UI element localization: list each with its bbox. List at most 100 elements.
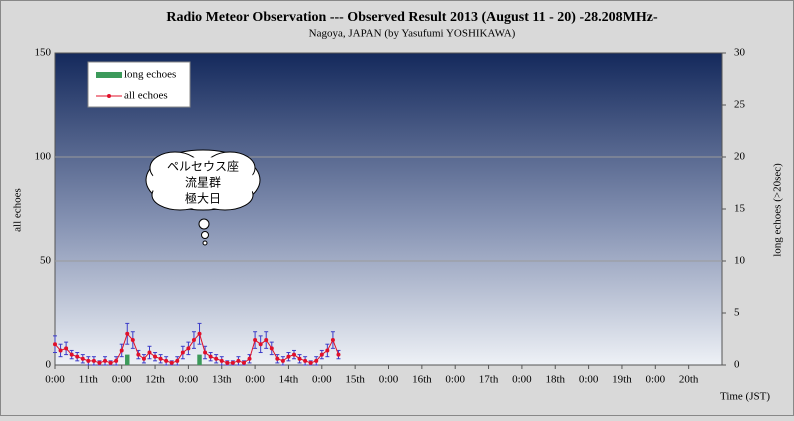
point xyxy=(241,360,246,365)
y-tick-label: 100 xyxy=(35,151,52,163)
point xyxy=(330,338,335,343)
x-axis-label: Time (JST) xyxy=(720,391,770,403)
annotation-text: 流星群 xyxy=(185,176,221,190)
x-tick-label: 19th xyxy=(612,374,632,386)
legend-label: all echoes xyxy=(124,90,168,102)
line xyxy=(54,332,339,364)
point xyxy=(58,348,63,353)
x-tick-label: 14th xyxy=(279,374,299,386)
point xyxy=(147,350,152,355)
y-tick-label: 50 xyxy=(40,255,52,267)
y-tick-label: 150 xyxy=(35,47,52,59)
x-tick-label: 0:00 xyxy=(312,374,332,386)
legend-box xyxy=(87,61,191,108)
point xyxy=(103,358,108,363)
point xyxy=(219,358,224,363)
point xyxy=(325,348,330,353)
point xyxy=(314,358,319,363)
point xyxy=(80,356,85,361)
point xyxy=(180,350,185,355)
point xyxy=(169,360,174,365)
point xyxy=(130,338,135,343)
point xyxy=(258,342,263,347)
point xyxy=(203,350,208,355)
x-tick-label: 0:00 xyxy=(445,374,465,386)
y2-tick-label: 5 xyxy=(734,307,740,319)
x-tick-label: 16th xyxy=(412,374,432,386)
x-tick-label: 15th xyxy=(345,374,365,386)
point xyxy=(75,354,80,359)
point xyxy=(175,358,180,363)
point xyxy=(141,356,146,361)
point xyxy=(136,352,141,357)
bar xyxy=(125,354,130,365)
point xyxy=(164,358,169,363)
chart-subtitle: Nagoya, JAPAN (by Yasufumi YOSHIKAWA) xyxy=(309,28,516,40)
point xyxy=(53,342,57,347)
point xyxy=(214,356,219,361)
y2-tick-label: 15 xyxy=(734,203,746,215)
point xyxy=(319,352,324,357)
point xyxy=(286,354,291,359)
point xyxy=(125,331,130,336)
legend-label: long echoes xyxy=(124,69,176,81)
point xyxy=(225,360,230,365)
point xyxy=(253,338,258,343)
bar xyxy=(197,354,202,365)
point xyxy=(119,348,124,353)
x-tick-label: 0:00 xyxy=(379,374,399,386)
x-tick-label: 12th xyxy=(145,374,165,386)
point xyxy=(292,352,297,357)
point xyxy=(247,356,252,361)
annotation-text: ペルセウス座 xyxy=(167,159,239,174)
legend-swatch xyxy=(107,94,111,98)
x-tick-label: 18th xyxy=(545,374,565,386)
x-tick-label: 11th xyxy=(79,374,99,386)
point xyxy=(91,358,96,363)
point xyxy=(114,358,119,363)
x-tick-label: 13th xyxy=(212,374,232,386)
legend-swatch xyxy=(96,72,122,78)
point xyxy=(158,356,163,361)
point xyxy=(336,352,341,357)
point xyxy=(186,346,191,351)
x-tick-label: 0:00 xyxy=(45,374,65,386)
point xyxy=(230,360,235,365)
x-tick-label: 0:00 xyxy=(112,374,132,386)
point xyxy=(97,360,102,365)
point xyxy=(236,358,241,363)
y2-axis-label: long echoes (>20sec) xyxy=(772,163,784,257)
point xyxy=(153,354,158,359)
point xyxy=(269,346,274,351)
point xyxy=(264,338,269,343)
x-tick-label: 20th xyxy=(679,374,699,386)
point xyxy=(64,346,69,351)
x-tick-label: 0:00 xyxy=(179,374,199,386)
x-tick-label: 0:00 xyxy=(646,374,666,386)
point xyxy=(69,352,74,357)
y2-tick-label: 10 xyxy=(734,255,746,267)
x-tick-label: 17th xyxy=(479,374,499,386)
point xyxy=(297,356,302,361)
y2-tick-label: 0 xyxy=(734,359,740,371)
point xyxy=(108,360,113,365)
y-tick-label: 0 xyxy=(46,359,52,371)
point xyxy=(303,358,308,363)
point xyxy=(197,331,202,336)
chart-title: Radio Meteor Observation --- Observed Re… xyxy=(166,10,658,25)
annotation-text: 極大日 xyxy=(185,191,221,206)
x-tick-label: 0:00 xyxy=(512,374,532,386)
y2-tick-label: 20 xyxy=(734,151,746,163)
y2-tick-label: 30 xyxy=(734,47,746,59)
y-axis-label: all echoes xyxy=(12,188,24,232)
point xyxy=(280,358,285,363)
point xyxy=(208,354,213,359)
annotation-cloud xyxy=(145,149,261,246)
x-tick-label: 0:00 xyxy=(245,374,265,386)
point xyxy=(86,358,91,363)
x-tick-label: 0:00 xyxy=(579,374,599,386)
y2-tick-label: 25 xyxy=(734,99,746,111)
point xyxy=(308,360,313,365)
point xyxy=(275,356,280,361)
